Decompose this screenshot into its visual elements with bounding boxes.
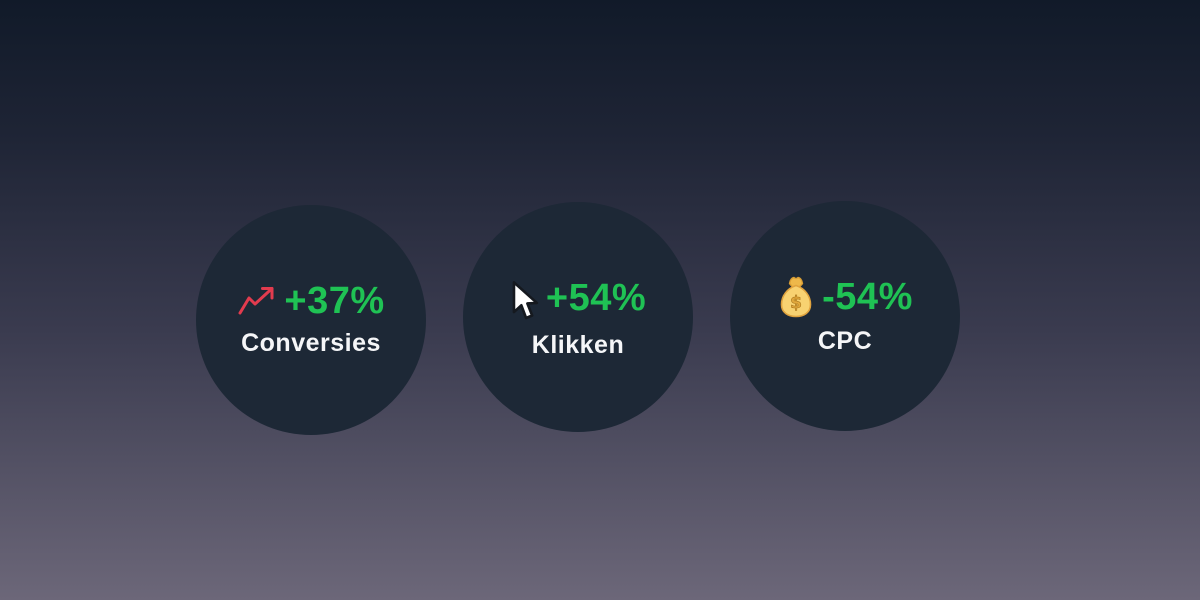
stat-label: Conversies <box>241 329 381 357</box>
money-bag-icon: $ <box>777 276 815 318</box>
stat-card-klikken: +54% Klikken <box>463 202 693 432</box>
stat-card-conversies: +37% Conversies <box>196 205 426 435</box>
trending-up-icon <box>237 285 277 317</box>
stat-value: +37% <box>284 280 385 322</box>
stat-row: $ -54% <box>777 276 913 318</box>
stat-value: -54% <box>822 276 913 318</box>
stat-label: Klikken <box>531 330 625 359</box>
stat-row: +37% <box>237 282 384 320</box>
stat-row: +54% <box>510 275 646 322</box>
stat-card-cpc: $ -54% CPC <box>730 201 960 431</box>
stat-value: +54% <box>545 277 647 319</box>
cursor-icon <box>510 280 539 322</box>
stat-label: CPC <box>817 327 873 355</box>
svg-text:$: $ <box>790 293 802 313</box>
